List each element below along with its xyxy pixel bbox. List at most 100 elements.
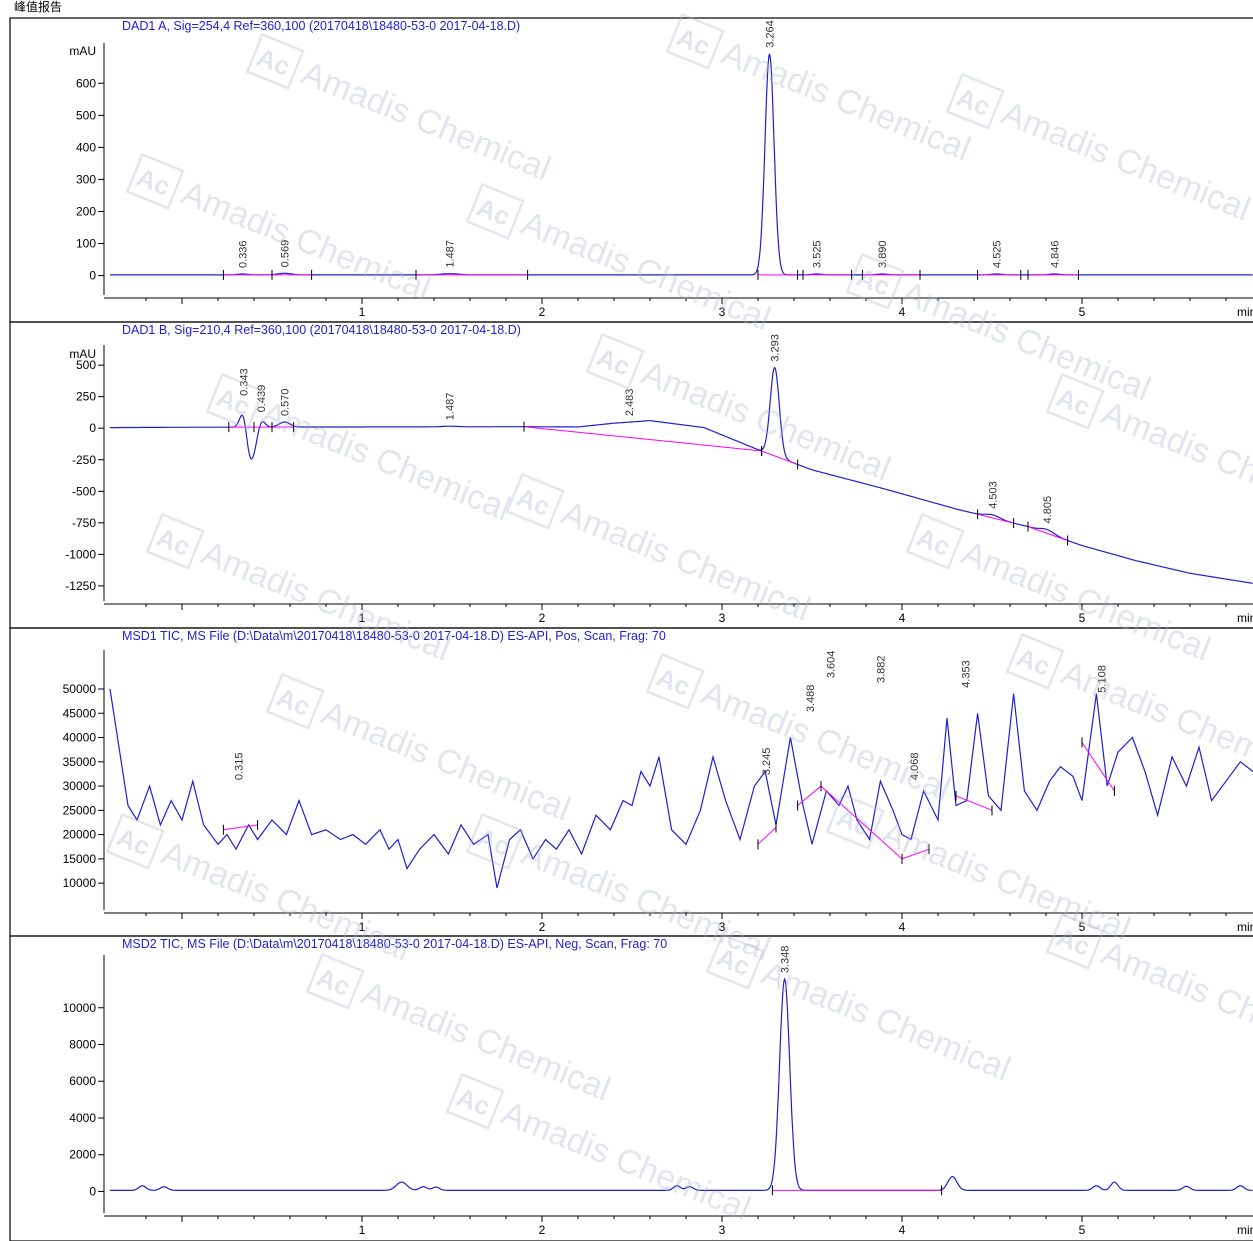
y-tick-label: 30000 bbox=[63, 779, 97, 793]
chart-panel-2: DAD1 B, Sig=210,4 Ref=360,100 (20170418\… bbox=[9, 321, 1253, 629]
watermark-logo-box bbox=[845, 252, 905, 310]
x-tick-label: 4 bbox=[899, 611, 906, 625]
peak-label: 0.336 bbox=[237, 240, 249, 268]
x-tick-label: 1 bbox=[359, 1223, 366, 1237]
watermark-logo-box bbox=[445, 1072, 505, 1130]
peak-label: 3.245 bbox=[761, 748, 773, 776]
chart-panel-3: MSD1 TIC, MS File (D:\Data\m\20170418\18… bbox=[9, 627, 1253, 937]
y-tick-label: -1250 bbox=[65, 579, 96, 593]
y-tick-label: 0 bbox=[89, 421, 96, 435]
x-tick-label: 1 bbox=[359, 920, 366, 934]
peak-label: 3.293 bbox=[770, 334, 782, 362]
watermark-logo-box bbox=[945, 72, 1005, 130]
peak-label: 3.264 bbox=[765, 20, 777, 48]
watermark: Ac Amadis Chemical bbox=[265, 672, 576, 828]
x-tick-label: 4 bbox=[899, 920, 906, 934]
x-tick-label: 3 bbox=[719, 1223, 726, 1237]
chart-title: MSD2 TIC, MS File (D:\Data\m\20170418\18… bbox=[122, 937, 667, 951]
peak-label: 0.315 bbox=[234, 753, 246, 781]
x-tick-label: 5 bbox=[1079, 920, 1086, 934]
y-tick-label: -250 bbox=[72, 453, 96, 467]
peak-label: 4.503 bbox=[988, 481, 1000, 509]
peak-label: 3.525 bbox=[812, 240, 824, 268]
peak-label: 0.570 bbox=[280, 388, 292, 416]
x-tick-label: 3 bbox=[719, 611, 726, 625]
integration-baseline bbox=[757, 826, 777, 845]
integration-baseline bbox=[1027, 526, 1068, 541]
peak-label: 3.348 bbox=[780, 946, 792, 974]
y-unit-label: mAU bbox=[69, 347, 96, 361]
chart-title: DAD1 A, Sig=254,4 Ref=360,100 (20170418\… bbox=[122, 19, 520, 33]
y-tick-label: 100 bbox=[76, 237, 96, 251]
peak-label: 3.488 bbox=[805, 685, 817, 713]
y-tick-label: 6000 bbox=[69, 1074, 96, 1088]
watermark: Ac Amadis Chemical bbox=[645, 652, 956, 808]
watermark-text: Amadis Chemical bbox=[496, 1094, 756, 1228]
integration-baseline bbox=[223, 824, 258, 831]
y-tick-label: 50000 bbox=[63, 682, 97, 696]
peak-label: 4.353 bbox=[961, 660, 973, 688]
y-tick-label: 400 bbox=[76, 140, 96, 154]
integration-baseline bbox=[977, 513, 1014, 524]
signal-trace bbox=[109, 688, 1253, 889]
x-tick-label: 1 bbox=[359, 611, 366, 625]
chart-panel-1: DAD1 A, Sig=254,4 Ref=360,100 (20170418\… bbox=[9, 17, 1253, 323]
watermark-text: Amadis Chemical bbox=[996, 94, 1253, 228]
watermark-text: Amadis Chemical bbox=[316, 694, 576, 828]
y-tick-label: 0 bbox=[89, 1184, 96, 1198]
x-tick-label: 5 bbox=[1079, 305, 1086, 319]
report-header-label: 峰值报告 bbox=[14, 0, 62, 14]
watermark-text: Amadis Chemical bbox=[256, 394, 516, 528]
signal-trace bbox=[110, 977, 1253, 1192]
watermark-logo-box bbox=[305, 952, 365, 1010]
watermark-text: Amadis Chemical bbox=[196, 534, 456, 668]
y-tick-label: 500 bbox=[76, 358, 96, 372]
x-tick-label: 2 bbox=[539, 305, 546, 319]
integration-baseline bbox=[955, 795, 993, 811]
integration-baseline bbox=[523, 426, 762, 452]
y-tick-label: 45000 bbox=[63, 706, 97, 720]
watermark-logo-box bbox=[105, 812, 165, 870]
watermark-text: Amadis Chemical bbox=[176, 174, 436, 308]
peak-label: 0.343 bbox=[239, 368, 251, 396]
integration-baseline bbox=[820, 785, 903, 860]
integration-baseline bbox=[1081, 742, 1115, 792]
watermark-logo-box bbox=[905, 512, 965, 570]
integration-baseline bbox=[901, 848, 930, 860]
y-tick-label: 25000 bbox=[63, 803, 97, 817]
watermark-logo-box bbox=[1045, 372, 1105, 430]
watermark-logo-box bbox=[1005, 632, 1065, 690]
y-tick-label: 15000 bbox=[63, 852, 97, 866]
x-tick-label: 4 bbox=[899, 305, 906, 319]
watermark-logo-box bbox=[465, 812, 525, 870]
watermark-logo-box bbox=[265, 672, 325, 730]
watermark-text: Amadis Chemical bbox=[1096, 934, 1253, 1068]
y-tick-label: 200 bbox=[76, 204, 96, 218]
watermark-logo-box bbox=[705, 932, 765, 990]
peak-label: 4.805 bbox=[1042, 496, 1054, 524]
peak-label: 0.439 bbox=[256, 385, 268, 413]
x-tick-label: 3 bbox=[719, 920, 726, 934]
peak-label: 2.483 bbox=[624, 389, 636, 417]
y-tick-label: 4000 bbox=[69, 1111, 96, 1125]
watermark-text: Amadis Chemical bbox=[756, 954, 1016, 1088]
watermark-logo-box bbox=[125, 152, 185, 210]
peak-label: 0.569 bbox=[279, 240, 291, 268]
y-unit-label: mAU bbox=[69, 44, 96, 58]
watermark: Ac Amadis Chemical bbox=[125, 152, 436, 308]
watermark-logo-box bbox=[505, 472, 565, 530]
watermark-logo-box bbox=[465, 182, 525, 240]
y-tick-label: 250 bbox=[76, 390, 96, 404]
x-tick-label: 3 bbox=[719, 305, 726, 319]
watermark-text: Amadis Chemical bbox=[896, 274, 1156, 408]
y-tick-label: -750 bbox=[72, 516, 96, 530]
watermark-logo-box bbox=[645, 652, 705, 710]
y-tick-label: 300 bbox=[76, 172, 96, 186]
watermark-text: Amadis Chemical bbox=[716, 34, 976, 168]
y-tick-label: 40000 bbox=[63, 731, 97, 745]
watermark-text: Amadis Chemical bbox=[696, 674, 956, 808]
watermark-logo-box bbox=[145, 512, 205, 570]
x-axis-label: min bbox=[1237, 1223, 1253, 1237]
watermark: Ac Amadis Chemical bbox=[465, 182, 776, 338]
